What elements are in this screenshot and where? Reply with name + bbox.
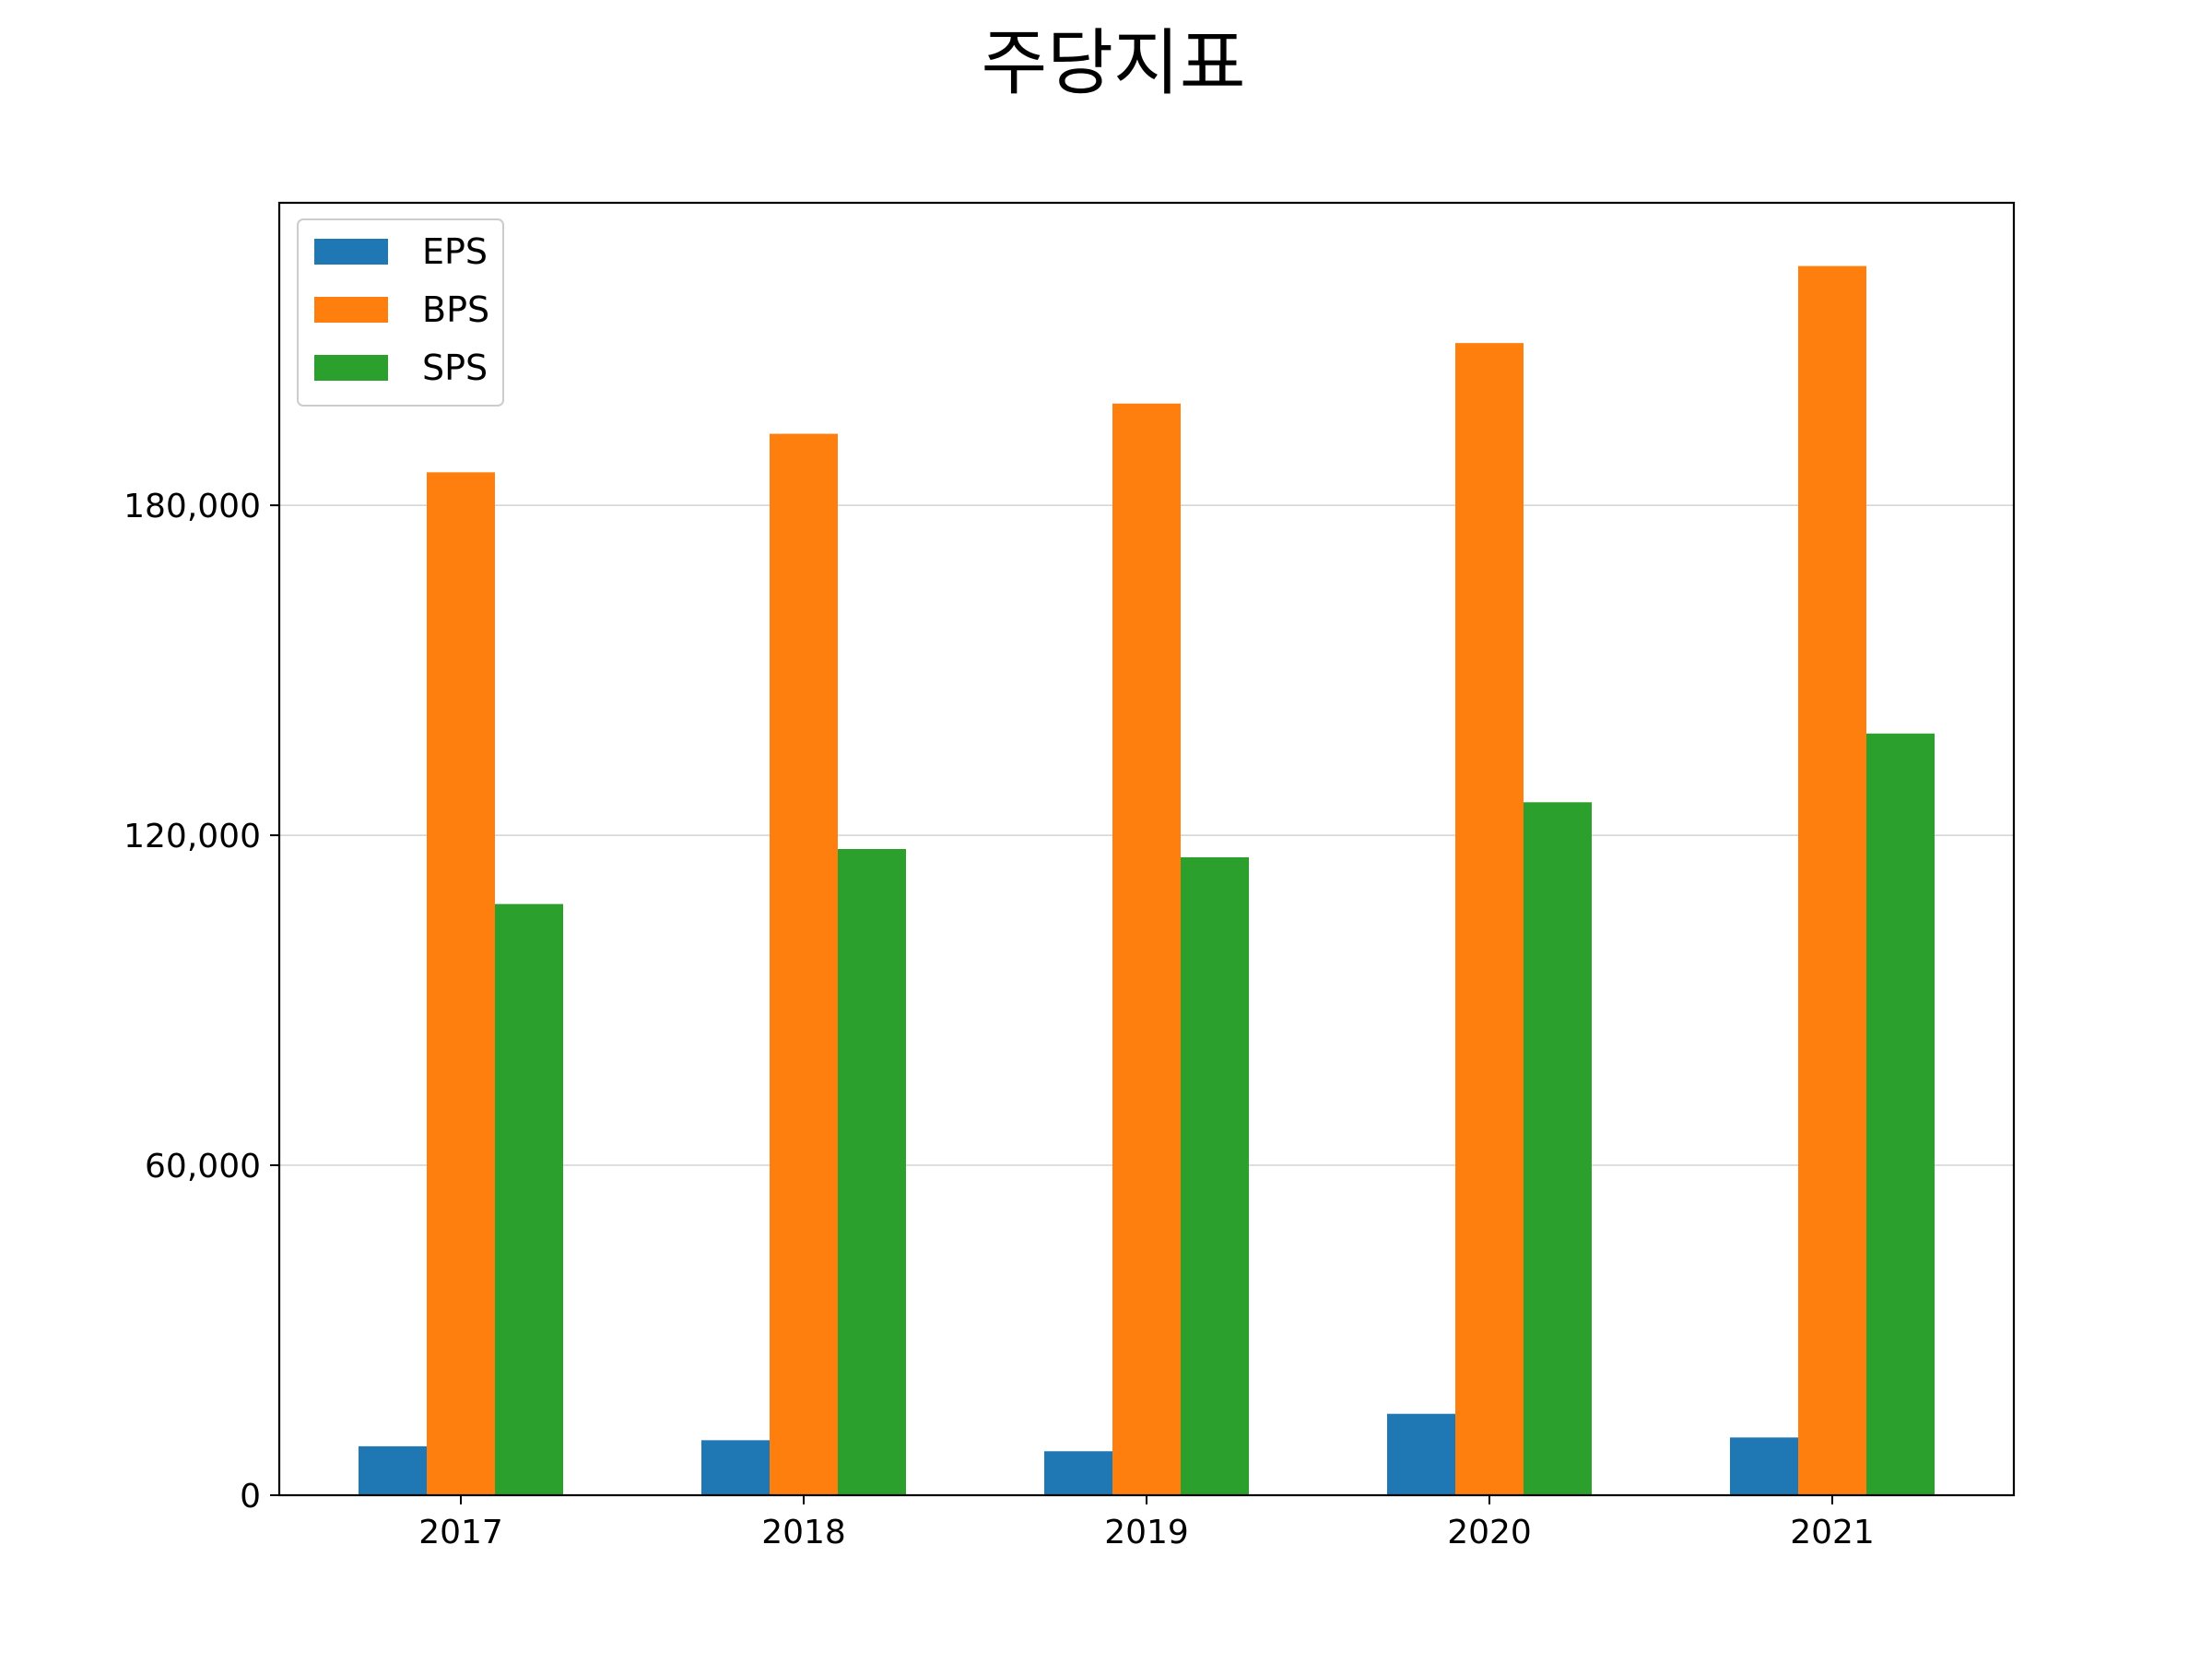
bar-sps-2019 [1181,856,1249,1495]
x-tick-label-2017: 2017 [418,1514,503,1551]
legend-swatch-eps [314,239,388,265]
bar-sps-2020 [1524,802,1592,1495]
y-tick-label-2: 120,000 [124,818,261,855]
bar-eps-2019 [1044,1451,1112,1495]
x-tick-label-2018: 2018 [761,1514,846,1551]
y-tick-label-1: 60,000 [145,1148,261,1185]
legend-label-eps: EPS [422,231,488,272]
bar-bps-2020 [1455,343,1524,1495]
legend-swatch-bps [314,297,388,323]
bar-sps-2021 [1866,733,1935,1495]
bars [359,265,1935,1496]
bar-bps-2017 [427,472,495,1495]
y-tick-label-0: 0 [240,1478,261,1516]
legend-label-sps: SPS [422,348,488,388]
bar-bps-2019 [1112,403,1181,1495]
legend-label-bps: BPS [422,289,489,330]
x-tick-label-2019: 2019 [1104,1514,1189,1551]
bar-eps-2017 [359,1445,427,1495]
bar-sps-2017 [495,903,563,1495]
bar-eps-2021 [1730,1437,1798,1495]
axes: 0 60,000 120,000 180,000 2017 2018 2019 2020 202… [124,201,2016,1551]
bar-bps-2021 [1798,265,1866,1495]
legend: EPS BPS SPS [297,218,504,407]
chart-title: 주당지표 [981,22,1245,105]
legend-swatch-sps [314,355,388,381]
y-tick-label-3: 180,000 [124,488,261,525]
bar-eps-2020 [1387,1413,1455,1495]
x-tick-label-2020: 2020 [1447,1514,1532,1551]
x-tick-label-2021: 2021 [1790,1514,1875,1551]
bar-eps-2018 [701,1440,770,1495]
bar-sps-2018 [838,849,906,1495]
bar-bps-2018 [770,433,838,1496]
